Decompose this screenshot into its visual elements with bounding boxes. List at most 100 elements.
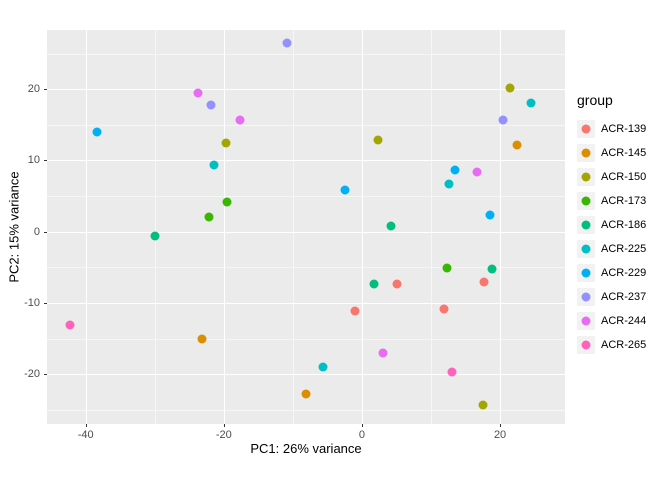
legend-key-dot xyxy=(581,124,591,134)
data-point xyxy=(485,210,495,220)
legend-entry-label: ACR-229 xyxy=(601,267,647,279)
x-axis-tick-label: 0 xyxy=(358,429,365,441)
legend-entry-label: ACR-150 xyxy=(601,171,647,183)
legend-entry: ACR-237 xyxy=(577,285,646,309)
legend-key-dot xyxy=(581,148,591,158)
y-axis-tick-mark xyxy=(44,374,47,376)
data-point xyxy=(472,167,482,177)
legend-entry: ACR-186 xyxy=(577,213,646,237)
legend-key-dot xyxy=(581,268,591,278)
legend-entries: ACR-139 ACR-145 ACR-150 ACR-173 ACR-186 ACR-2… xyxy=(577,117,646,357)
legend-entry: ACR-229 xyxy=(577,261,646,285)
data-point xyxy=(512,140,522,150)
x-minor-gridline xyxy=(431,30,432,424)
legend-key-dot xyxy=(581,172,591,182)
legend-entry: ACR-244 xyxy=(577,309,646,333)
legend-entry-label: ACR-265 xyxy=(601,339,647,351)
data-point xyxy=(221,138,231,148)
data-point xyxy=(65,320,75,330)
legend-entry-label: ACR-225 xyxy=(601,243,647,255)
legend-entry: ACR-225 xyxy=(577,237,646,261)
legend-entry: ACR-139 xyxy=(577,117,646,141)
data-point xyxy=(447,367,457,377)
plot-panel xyxy=(47,30,565,424)
legend-key xyxy=(577,120,595,138)
y-minor-gridline xyxy=(47,338,565,340)
data-point xyxy=(478,400,488,410)
legend: group ACR-139 ACR-145 ACR-150 ACR-173 ACR-18… xyxy=(577,92,646,357)
legend-key xyxy=(577,216,595,234)
data-point xyxy=(340,185,350,195)
data-point xyxy=(222,197,232,207)
legend-key-dot xyxy=(581,340,591,350)
data-point xyxy=(318,362,328,372)
legend-key-dot xyxy=(581,316,591,326)
data-point xyxy=(193,88,203,98)
x-axis-tick-label: -20 xyxy=(215,429,232,441)
y-minor-gridline xyxy=(47,196,565,197)
data-point xyxy=(206,100,216,110)
data-point xyxy=(150,231,160,241)
legend-key xyxy=(577,240,595,258)
x-axis-tick-mark xyxy=(85,424,87,427)
legend-entry-label: ACR-186 xyxy=(601,219,647,231)
y-axis-tick-label: -20 xyxy=(24,368,40,381)
x-major-gridline xyxy=(361,30,363,424)
y-axis-tick-mark xyxy=(44,160,47,162)
y-major-gridline xyxy=(47,160,565,162)
data-point xyxy=(479,277,489,286)
data-point xyxy=(526,98,536,108)
y-minor-gridline xyxy=(47,53,565,55)
data-point xyxy=(235,115,245,125)
x-axis-title: PC1: 26% variance xyxy=(250,441,362,456)
y-major-gridline xyxy=(47,89,565,91)
legend-title: group xyxy=(577,92,613,108)
x-major-gridline xyxy=(223,30,225,424)
data-point xyxy=(487,264,497,274)
legend-key xyxy=(577,336,595,354)
y-major-gridline xyxy=(47,302,565,304)
legend-key-dot xyxy=(581,244,591,254)
legend-entry-label: ACR-244 xyxy=(601,315,647,327)
x-minor-gridline xyxy=(154,30,156,424)
y-axis-tick-label: -10 xyxy=(24,296,40,309)
x-axis-tick-mark xyxy=(500,424,502,427)
legend-key-dot xyxy=(581,220,591,230)
legend-key xyxy=(577,144,595,162)
legend-entry: ACR-265 xyxy=(577,333,646,357)
y-minor-gridline xyxy=(47,409,565,411)
y-axis-tick-mark xyxy=(44,302,47,304)
x-major-gridline xyxy=(500,30,502,424)
x-axis-tick-mark xyxy=(223,424,225,427)
y-major-gridline xyxy=(47,231,565,233)
data-point xyxy=(369,279,379,289)
legend-key xyxy=(577,264,595,282)
data-point xyxy=(378,348,388,358)
x-axis-tick-label: 20 xyxy=(493,429,507,441)
x-major-gridline xyxy=(85,30,87,424)
y-axis-tick-label: 20 xyxy=(27,83,40,96)
data-point xyxy=(197,334,207,343)
x-axis-tick-mark xyxy=(361,424,363,427)
y-major-gridline xyxy=(47,374,565,376)
legend-key xyxy=(577,288,595,306)
data-point xyxy=(209,160,219,170)
y-axis-tick-label: 0 xyxy=(33,225,40,238)
legend-key xyxy=(577,192,595,210)
y-axis-tick-mark xyxy=(44,231,47,233)
data-point xyxy=(505,83,515,93)
legend-key-dot xyxy=(581,292,591,302)
legend-key xyxy=(577,168,595,186)
data-point xyxy=(282,38,292,48)
data-point xyxy=(439,304,449,314)
data-point xyxy=(498,115,508,125)
legend-entry: ACR-173 xyxy=(577,189,646,213)
y-minor-gridline xyxy=(47,267,565,269)
legend-entry-label: ACR-139 xyxy=(601,123,647,135)
data-point xyxy=(373,135,383,145)
data-point xyxy=(386,221,396,231)
y-axis-tick-mark xyxy=(44,89,47,91)
y-axis-tick-label: 10 xyxy=(27,154,40,167)
legend-entry: ACR-150 xyxy=(577,165,646,189)
